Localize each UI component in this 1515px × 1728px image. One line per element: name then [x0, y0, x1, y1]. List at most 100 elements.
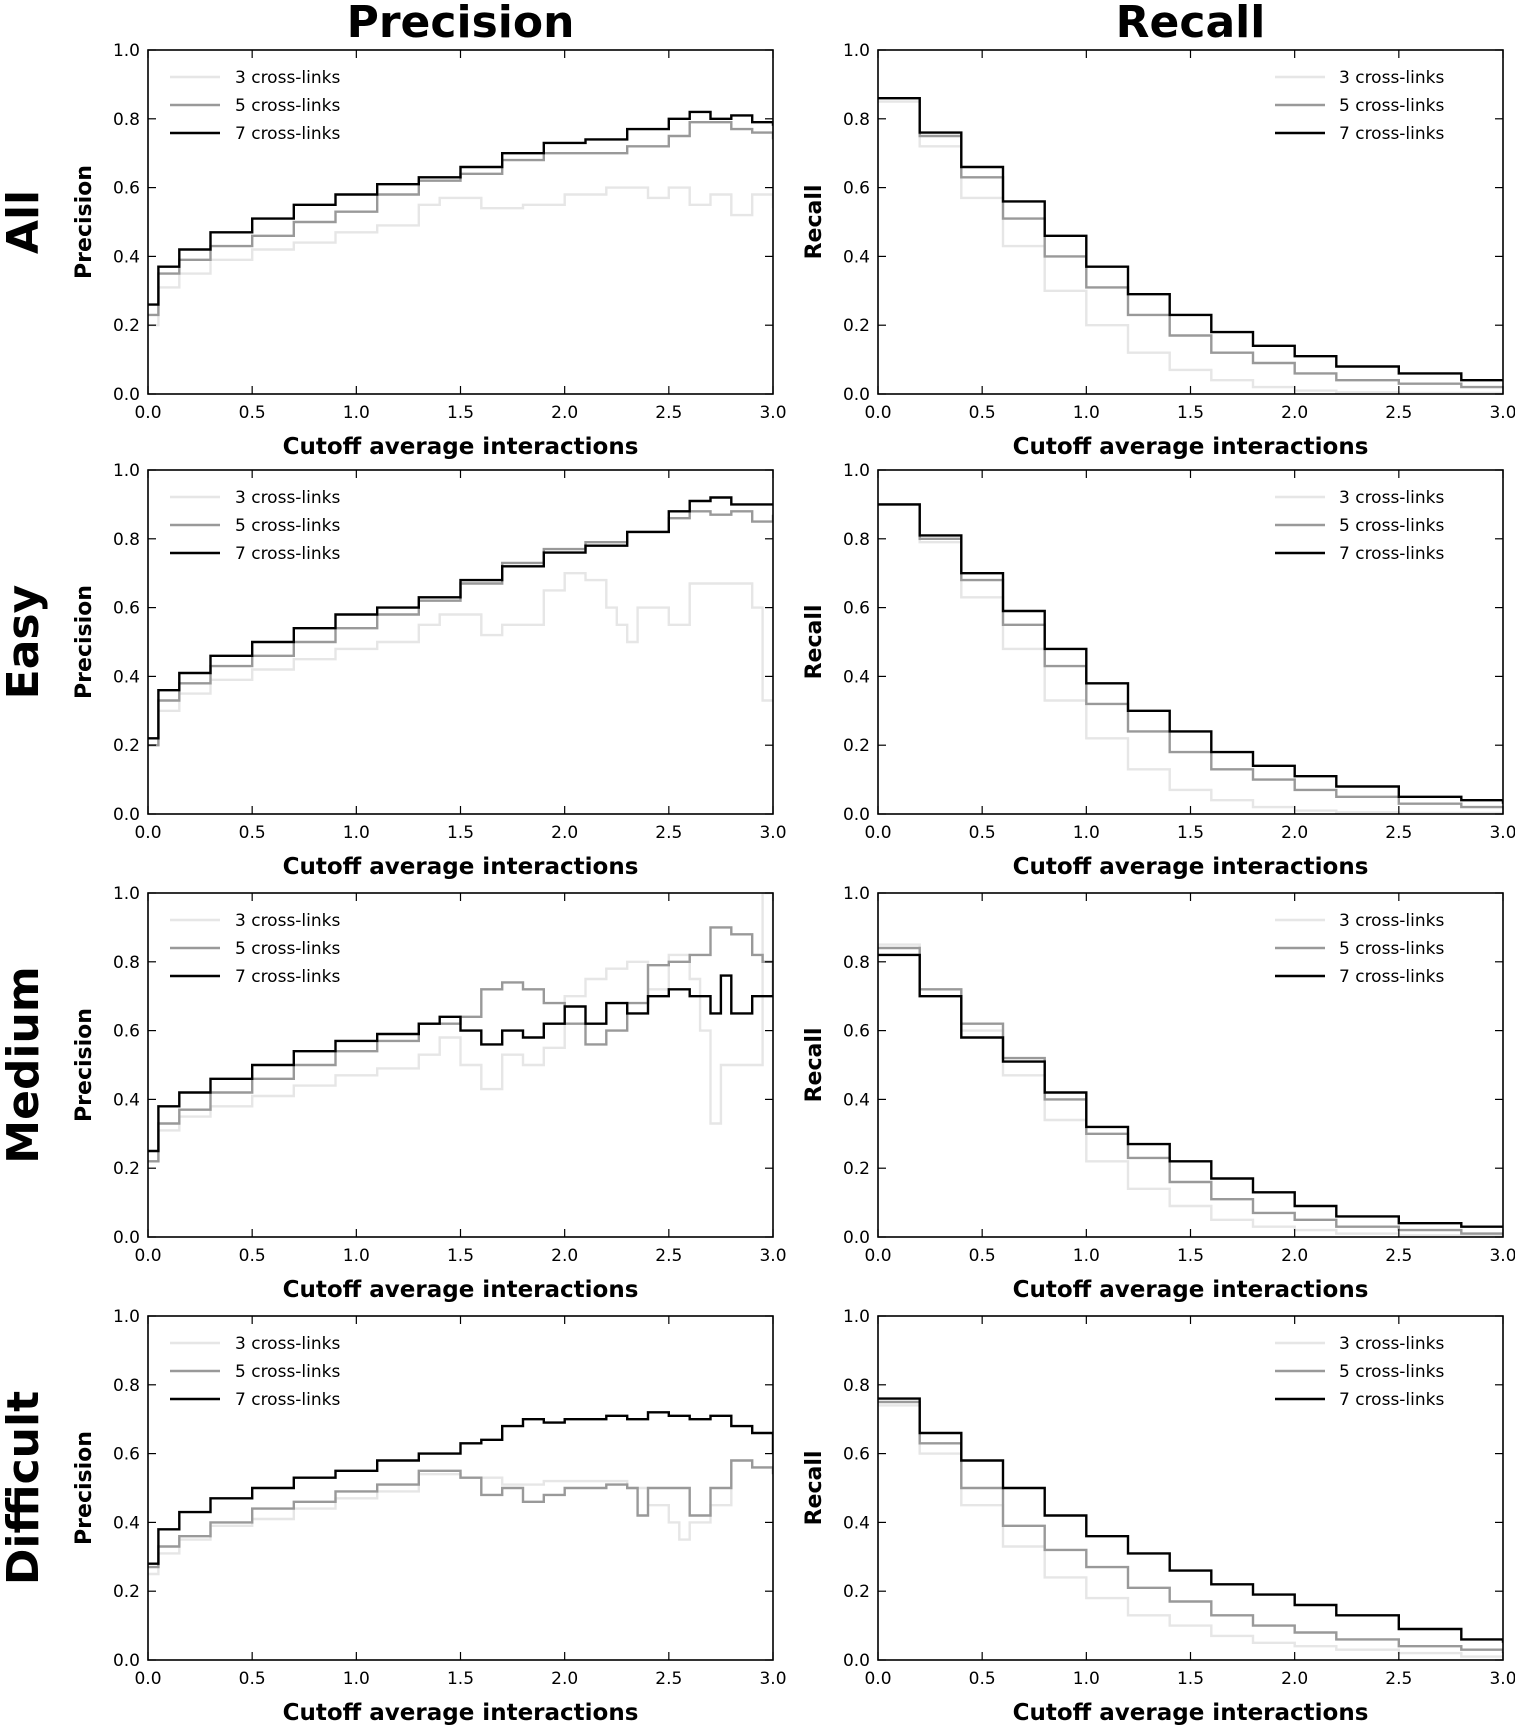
x-tick-label: 0.5: [239, 1669, 266, 1689]
x-tick-label: 1.0: [1073, 823, 1100, 843]
y-tick-label: 0.2: [843, 316, 870, 336]
x-axis-label: Cutoff average interactions: [1013, 1700, 1369, 1726]
legend-label-5-cross-links: 5 cross-links: [235, 939, 340, 959]
legend: 3 cross-links 5 cross-links 7 cross-links: [170, 488, 340, 564]
y-tick-label: 0.2: [843, 1582, 870, 1602]
x-tick-label: 0.5: [239, 823, 266, 843]
y-tick-label: 0.0: [113, 385, 140, 405]
y-tick-label: 0.8: [113, 530, 140, 550]
legend-label-3-cross-links: 3 cross-links: [1339, 68, 1444, 88]
y-tick-label: 0.2: [113, 316, 140, 336]
x-axis-label: Cutoff average interactions: [283, 1277, 639, 1303]
y-tick-label: 0.6: [113, 599, 140, 619]
legend-label-5-cross-links: 5 cross-links: [235, 516, 340, 536]
x-tick-label: 2.5: [1385, 403, 1412, 423]
y-axis-label: Recall: [802, 605, 827, 680]
series-line-5-cross-links: [148, 1459, 773, 1569]
x-tick-label: 1.5: [1177, 823, 1204, 843]
x-tick-label: 0.5: [969, 403, 996, 423]
legend: 3 cross-links 5 cross-links 7 cross-links: [1275, 911, 1444, 987]
y-tick-label: 1.0: [113, 41, 140, 61]
x-tick-label: 2.5: [1385, 823, 1412, 843]
x-tick-label: 3.0: [1489, 1669, 1515, 1689]
y-tick-label: 0.2: [113, 736, 140, 756]
y-tick-label: 0.0: [843, 1651, 870, 1671]
panel-medium-precision: 0.0 0.5 1.0 1.5 2.0 2.5 3.0 0.0 0.2 0.4 0.6 0.8 1.0 C…: [72, 884, 787, 1303]
x-tick-label: 1.5: [447, 1246, 474, 1266]
y-tick-label: 0.8: [843, 1376, 870, 1396]
y-tick-label: 0.2: [113, 1159, 140, 1179]
x-axis-label: Cutoff average interactions: [1013, 434, 1369, 460]
series-line-7-cross-links: [878, 97, 1503, 382]
x-tick-label: 1.0: [343, 1246, 370, 1266]
legend-label-3-cross-links: 3 cross-links: [235, 911, 340, 931]
x-tick-label: 0.0: [864, 403, 891, 423]
x-tick-label: 0.0: [134, 1246, 161, 1266]
legend-label-3-cross-links: 3 cross-links: [1339, 1334, 1444, 1354]
y-tick-label: 1.0: [113, 1307, 140, 1327]
x-tick-label: 0.0: [134, 823, 161, 843]
series-line-7-cross-links: [148, 496, 773, 740]
y-tick-label: 0.4: [843, 1513, 870, 1533]
x-tick-label: 2.5: [1385, 1246, 1412, 1266]
series-group: [878, 1397, 1503, 1658]
y-tick-label: 0.0: [843, 805, 870, 825]
series-group: [148, 893, 773, 1163]
y-tick-label: 0.2: [843, 736, 870, 756]
x-tick-label: 2.0: [551, 1669, 578, 1689]
x-tick-label: 1.0: [1073, 1669, 1100, 1689]
series-line-7-cross-links: [148, 110, 773, 306]
x-tick-label: 0.5: [239, 403, 266, 423]
y-tick-label: 0.6: [113, 1445, 140, 1465]
legend: 3 cross-links 5 cross-links 7 cross-links: [1275, 1334, 1444, 1410]
series-line-7-cross-links: [878, 1397, 1503, 1643]
x-tick-label: 1.0: [343, 1669, 370, 1689]
y-tick-label: 0.8: [113, 110, 140, 130]
y-tick-label: 0.8: [113, 953, 140, 973]
y-axis-label: Precision: [72, 165, 97, 279]
y-tick-label: 0.0: [113, 1651, 140, 1671]
legend-label-5-cross-links: 5 cross-links: [1339, 516, 1444, 536]
panel-difficult-recall: 0.0 0.5 1.0 1.5 2.0 2.5 3.0 0.0 0.2 0.4 0.6 0.8 1.0 C…: [802, 1307, 1515, 1726]
series-line-3-cross-links: [878, 503, 1503, 814]
x-tick-label: 2.0: [1281, 1669, 1308, 1689]
legend-label-5-cross-links: 5 cross-links: [235, 1362, 340, 1382]
x-tick-label: 2.0: [1281, 823, 1308, 843]
series-line-5-cross-links: [148, 510, 773, 747]
y-tick-label: 0.4: [113, 1090, 140, 1110]
legend-label-7-cross-links: 7 cross-links: [1339, 967, 1444, 987]
series-line-3-cross-links: [148, 572, 773, 747]
series-line-3-cross-links: [878, 100, 1503, 394]
x-tick-label: 2.5: [655, 823, 682, 843]
y-tick-label: 0.4: [843, 247, 870, 267]
legend-label-7-cross-links: 7 cross-links: [235, 1390, 340, 1410]
legend-label-7-cross-links: 7 cross-links: [1339, 544, 1444, 564]
series-group: [878, 943, 1503, 1237]
x-tick-label: 2.5: [1385, 1669, 1412, 1689]
y-axis-label: Recall: [802, 185, 827, 260]
legend-label-7-cross-links: 7 cross-links: [235, 544, 340, 564]
y-tick-label: 1.0: [113, 461, 140, 481]
x-tick-label: 2.5: [655, 1669, 682, 1689]
x-tick-label: 2.0: [551, 1246, 578, 1266]
y-tick-label: 1.0: [843, 884, 870, 904]
y-tick-label: 0.6: [843, 1022, 870, 1042]
x-tick-label: 3.0: [759, 1669, 786, 1689]
y-tick-label: 0.0: [113, 1228, 140, 1248]
y-tick-label: 0.6: [843, 1445, 870, 1465]
x-tick-label: 2.0: [1281, 403, 1308, 423]
y-tick-label: 0.0: [843, 1228, 870, 1248]
legend-label-3-cross-links: 3 cross-links: [1339, 488, 1444, 508]
y-tick-label: 0.8: [113, 1376, 140, 1396]
series-line-3-cross-links: [148, 893, 773, 1163]
x-tick-label: 3.0: [759, 403, 786, 423]
panel-easy-recall: 0.0 0.5 1.0 1.5 2.0 2.5 3.0 0.0 0.2 0.4 0.6 0.8 1.0 C…: [802, 461, 1515, 880]
x-tick-label: 1.5: [447, 1669, 474, 1689]
x-tick-label: 2.5: [655, 403, 682, 423]
y-tick-label: 0.6: [113, 1022, 140, 1042]
y-axis-label: Recall: [802, 1451, 827, 1526]
legend-label-5-cross-links: 5 cross-links: [1339, 1362, 1444, 1382]
legend-label-3-cross-links: 3 cross-links: [235, 488, 340, 508]
row-title-all: All: [0, 190, 49, 254]
